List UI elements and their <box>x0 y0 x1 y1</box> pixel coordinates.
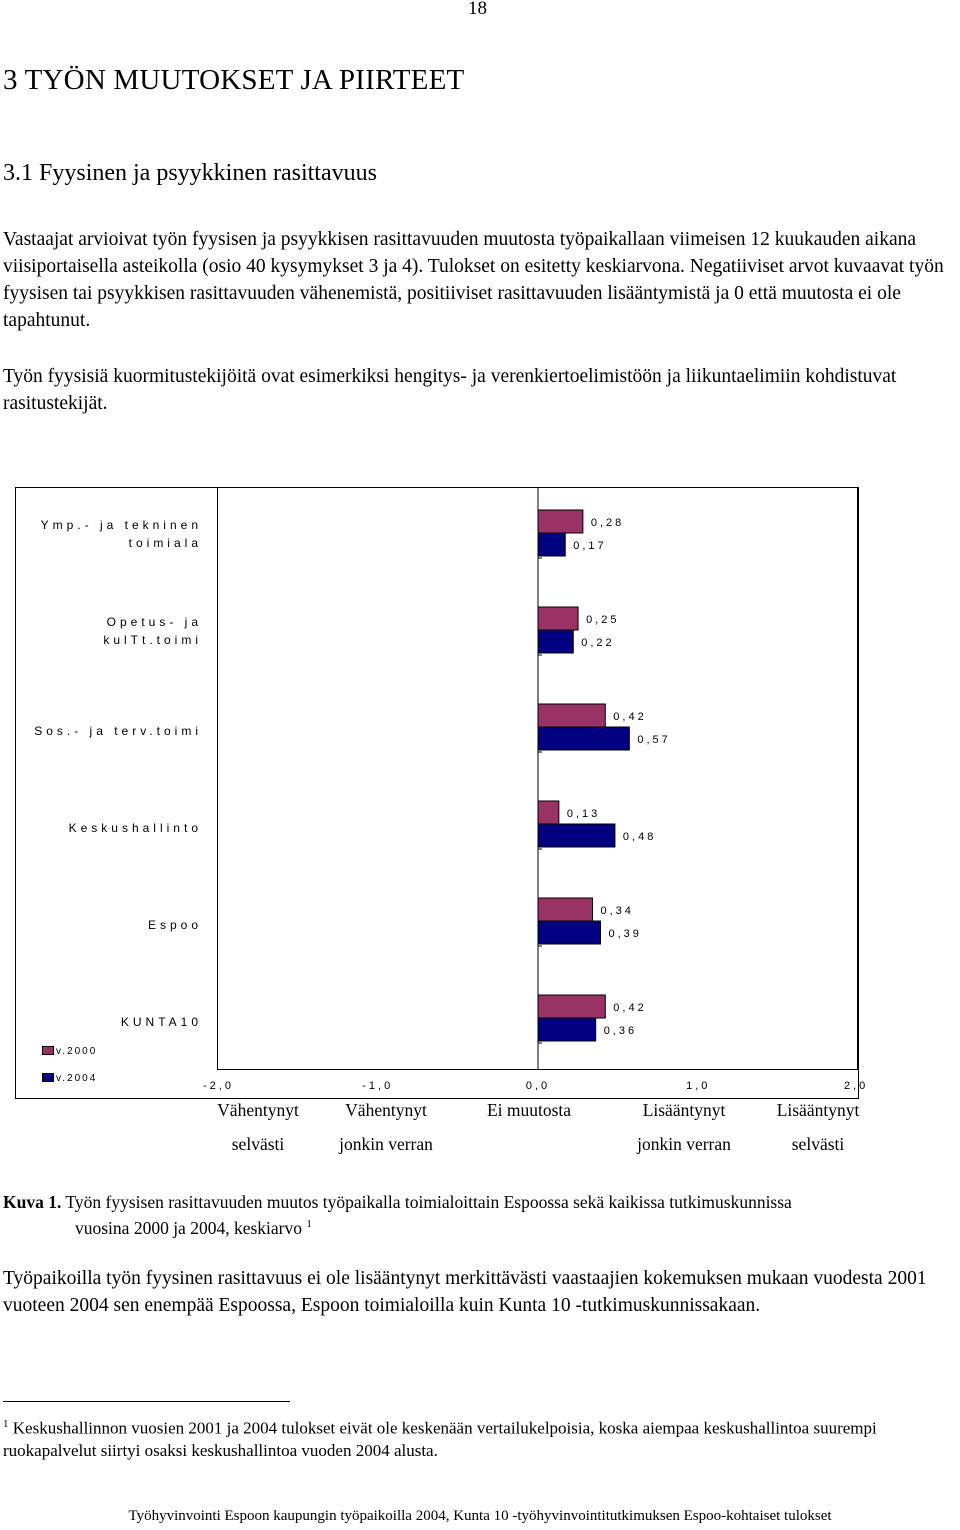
scale-label-line1: Vähentynyt <box>345 1100 427 1120</box>
caption-line1: Työn fyysisen rasittavuuden muutos työpa… <box>65 1192 792 1212</box>
chapter-heading: 3 TYÖN MUUTOKSET JA PIIRTEET <box>3 64 465 96</box>
data-label-v.2000-5: 0,42 <box>613 1002 646 1014</box>
x-tick-label: -1,0 <box>362 1080 393 1092</box>
physical-factors-paragraph: Työn fyysisiä kuormitustekijöitä ovat es… <box>3 366 897 414</box>
scale-label-line2: selvästi <box>231 1134 285 1154</box>
category-label: Ymp.- ja tekninen toimiala <box>40 518 202 550</box>
bar-v.2000-2 <box>537 703 606 728</box>
legend-swatch-2004 <box>42 1073 54 1082</box>
bar-v.2000-0 <box>537 509 584 534</box>
legend-item-2004: v.2004 <box>42 1072 97 1086</box>
legend-label-2000: v.2000 <box>56 1046 98 1057</box>
bar-v.2004-2 <box>537 726 630 751</box>
bar-v.2000-1 <box>537 606 579 631</box>
data-label-v.2004-1: 0,22 <box>581 637 614 649</box>
intro-paragraph: Vastaajat arvioivat työn fyysisen ja psy… <box>3 229 944 331</box>
bar-v.2004-0 <box>537 532 566 557</box>
x-tick-label: -2,0 <box>203 1080 234 1092</box>
scale-label-line1: Vähentynyt <box>217 1100 299 1120</box>
data-label-v.2004-3: 0,48 <box>623 831 656 843</box>
legend-label-2004: v.2004 <box>56 1073 98 1084</box>
bar-v.2004-5 <box>537 1017 597 1042</box>
bar-v.2004-1 <box>537 629 574 654</box>
data-label-v.2000-1: 0,25 <box>586 614 619 626</box>
data-label-v.2000-0: 0,28 <box>591 517 624 529</box>
footnote-mark: 1 <box>3 1418 9 1430</box>
x-tick-label: 0,0 <box>526 1080 550 1092</box>
data-label-v.2000-2: 0,42 <box>613 711 646 723</box>
bar-v.2004-4 <box>537 920 601 945</box>
scale-label-line2: jonkin verran <box>637 1134 731 1154</box>
scale-label-line2: jonkin verran <box>339 1134 433 1154</box>
figure-caption: Kuva 1. Työn fyysisen rasittavuuden muut… <box>3 1191 933 1239</box>
page-number: 18 <box>468 0 487 19</box>
footnote-text: Keskushallinnon vuosien 2001 ja 2004 tul… <box>3 1418 877 1460</box>
data-label-v.2004-0: 0,17 <box>573 540 606 552</box>
caption-footnote-ref: 1 <box>306 1218 312 1230</box>
category-label: Espoo <box>147 918 202 932</box>
category-label: Sos.- ja terv.toimi <box>34 724 202 738</box>
data-label-v.2000-3: 0,13 <box>567 808 600 820</box>
category-label: KUNTA10 <box>120 1015 202 1029</box>
scale-label-line1: Lisääntynyt <box>642 1100 726 1120</box>
data-label-v.2004-5: 0,36 <box>604 1025 637 1037</box>
legend-item-2000: v.2000 <box>42 1045 97 1059</box>
bar-v.2000-3 <box>537 800 560 825</box>
category-label: Keskushallinto <box>68 821 202 835</box>
x-tick-label: 1,0 <box>686 1080 710 1092</box>
bar-v.2000-5 <box>537 994 606 1019</box>
data-label-v.2004-2: 0,57 <box>637 734 670 746</box>
caption-lead: Kuva 1. <box>3 1192 62 1212</box>
scale-label-line2: selvästi <box>791 1134 845 1154</box>
caption-line2: vuosina 2000 ja 2004, keskiarvo <box>75 1217 302 1238</box>
scale-label-line1: Ei muutosta <box>486 1100 572 1120</box>
scale-label-line1: Lisääntynyt <box>776 1100 860 1120</box>
legend-swatch-2000 <box>42 1046 54 1055</box>
footnote: 1 Keskushallinnon vuosien 2001 ja 2004 t… <box>3 1413 957 1462</box>
data-label-v.2000-4: 0,34 <box>600 905 633 917</box>
data-label-v.2004-4: 0,39 <box>608 928 641 940</box>
bar-v.2000-4 <box>537 897 593 922</box>
footnote-rule <box>3 1401 290 1402</box>
category-label: Opetus- ja kulTt.toimi <box>103 615 202 647</box>
page-footer: Työhyvinvointi Espoon kaupungin työpaiko… <box>128 1508 832 1524</box>
section-heading: 3.1 Fyysinen ja psyykkinen rasittavuus <box>3 160 377 186</box>
x-tick-label: 2,0 <box>844 1080 868 1092</box>
conclusion-paragraph: Työpaikoilla työn fyysinen rasittavuus e… <box>3 1268 927 1316</box>
bar-v.2004-3 <box>537 823 616 848</box>
